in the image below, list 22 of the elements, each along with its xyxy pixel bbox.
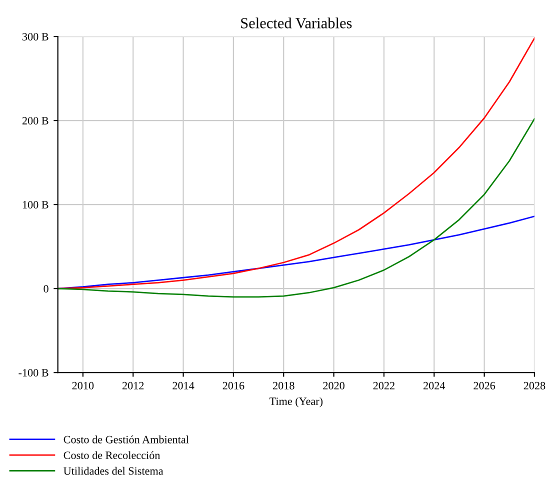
y-tick-label: 200 B [22, 117, 48, 124]
x-axis-title: Time (Year) [270, 397, 323, 408]
legend-label: Utilidades del Sistema [64, 466, 164, 475]
x-tick-label: 2020 [323, 382, 344, 390]
x-tick-label: 2014 [172, 382, 194, 390]
x-tick-label: 2026 [474, 382, 496, 390]
line-series [58, 118, 534, 298]
legend-label: Costo de Recolección [64, 451, 160, 460]
legend-label: Costo de Gestión Ambiental [64, 436, 189, 444]
x-tick-label: 2016 [222, 382, 244, 390]
x-tick-label: 2012 [122, 382, 144, 390]
x-tick-label: 2018 [272, 382, 294, 390]
y-tick-label: -100 B [18, 369, 48, 377]
y-tick-label: 300 B [22, 32, 48, 40]
x-tick-label: 2024 [424, 382, 446, 390]
chart-title: Selected Variables [241, 18, 352, 28]
y-tick-label: 0 [44, 285, 48, 293]
line-series [58, 216, 534, 290]
y-tick-label: 100 B [22, 201, 48, 209]
x-tick-label: 2022 [373, 382, 394, 390]
x-tick-label: 2028 [524, 382, 546, 390]
x-tick-label: 2010 [72, 382, 94, 390]
